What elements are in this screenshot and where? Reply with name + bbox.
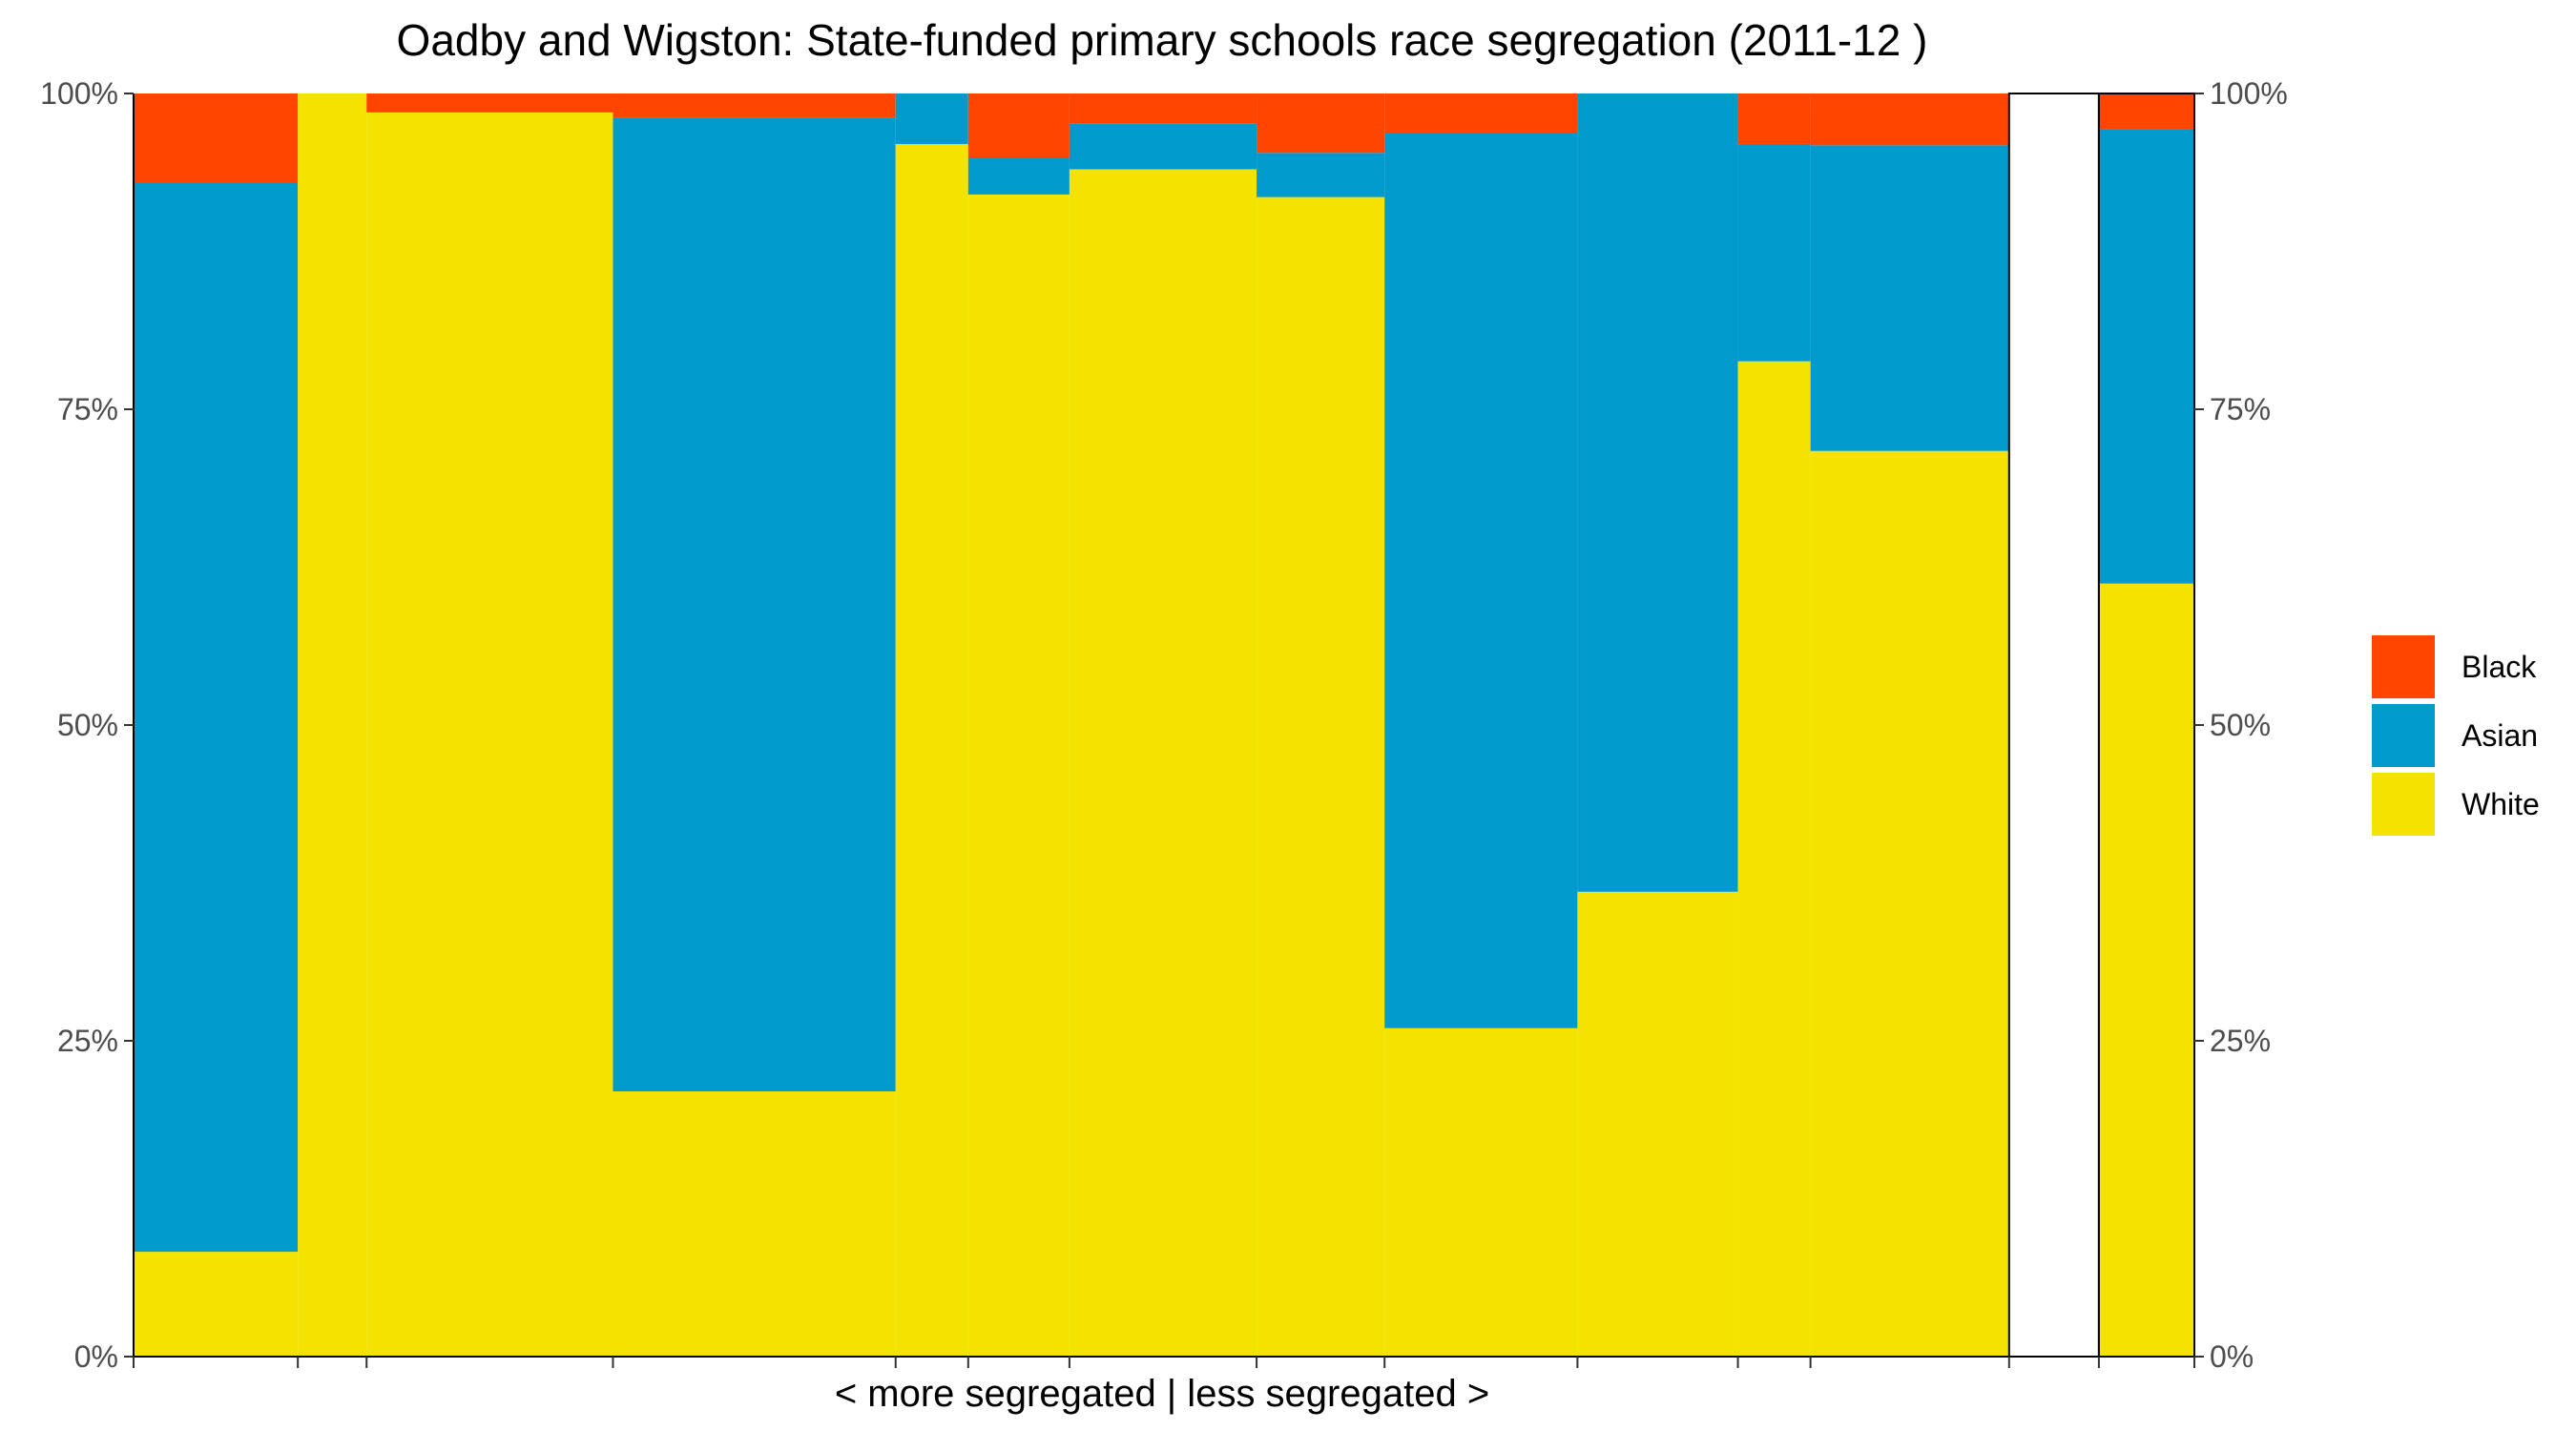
legend-swatch-black	[2372, 635, 2435, 698]
bar-segment-asian-12	[1810, 145, 2009, 451]
bar-segment-black-4	[613, 93, 896, 118]
bar-segment-black-12	[1810, 93, 2009, 146]
y-tick-label-left: 75%	[57, 392, 118, 426]
bar-segment-asian-10	[1577, 93, 1738, 892]
legend-swatch-asian	[2372, 704, 2435, 767]
bar-segment-black-9	[1384, 93, 1578, 134]
bar-segment-white-3	[366, 112, 613, 1358]
bar-segment-white-1	[134, 1252, 299, 1357]
bar-segment-asian-14	[2098, 129, 2194, 584]
bar-segment-white-10	[1577, 891, 1738, 1357]
bar-segment-white-2	[298, 93, 367, 1357]
bar-segment-asian-7	[1069, 123, 1257, 170]
bar-segment-asian-1	[134, 183, 299, 1253]
y-tick-label-left: 0%	[74, 1339, 118, 1374]
bar-segment-asian-11	[1737, 143, 1811, 362]
legend-label-black: Black	[2462, 650, 2537, 684]
y-tick-label-right: 0%	[2210, 1339, 2254, 1374]
legend: Black Asian White	[2372, 635, 2540, 836]
y-tick-label-right: 25%	[2210, 1024, 2271, 1058]
y-tick-label-left: 25%	[57, 1024, 118, 1058]
bar-segment-asian-9	[1384, 133, 1578, 1028]
bar-segment-white-11	[1737, 361, 1811, 1358]
bar-segment-asian-8	[1257, 153, 1385, 197]
bar-segment-asian-6	[967, 157, 1070, 195]
bar-segment-black-7	[1069, 93, 1257, 124]
bar-segment-white-4	[613, 1090, 896, 1357]
chart-title: Oadby and Wigston: State-funded primary …	[397, 15, 1928, 65]
y-tick-label-right: 50%	[2210, 708, 2271, 742]
bar-segment-white-12	[1810, 450, 2009, 1357]
bar-segment-white-5	[895, 143, 968, 1358]
x-axis-label: < more segregated | less segregated >	[835, 1373, 1489, 1415]
legend-label-white: White	[2462, 787, 2540, 821]
bar-segment-black-6	[967, 93, 1070, 158]
y-tick-label-left: 100%	[40, 76, 118, 111]
bar-segment-black-1	[134, 93, 299, 183]
bar-outline-13	[2007, 93, 2100, 1358]
bar-segment-white-9	[1384, 1027, 1578, 1357]
bar-segment-black-11	[1737, 93, 1811, 144]
bar-segment-black-3	[366, 93, 613, 113]
y-tick-label-left: 50%	[57, 708, 118, 742]
bar-segment-asian-4	[613, 117, 896, 1091]
bar-segment-black-8	[1257, 93, 1385, 154]
y-tick-label-right: 100%	[2210, 76, 2288, 111]
bar-segment-white-6	[967, 194, 1070, 1357]
y-tick-label-right: 75%	[2210, 392, 2271, 426]
legend-swatch-white	[2372, 773, 2435, 836]
bars	[134, 93, 2195, 1358]
bar-segment-white-7	[1069, 169, 1257, 1358]
bar-segment-black-14	[2098, 93, 2194, 130]
bar-segment-white-8	[1257, 197, 1385, 1357]
bar-segment-white-14	[2098, 583, 2194, 1357]
bar-segment-asian-5	[895, 93, 968, 144]
axes: 0% 0% 25% 25% 50% 50% 75% 75% 100% 100%	[40, 76, 2288, 1374]
legend-label-asian: Asian	[2462, 718, 2538, 753]
